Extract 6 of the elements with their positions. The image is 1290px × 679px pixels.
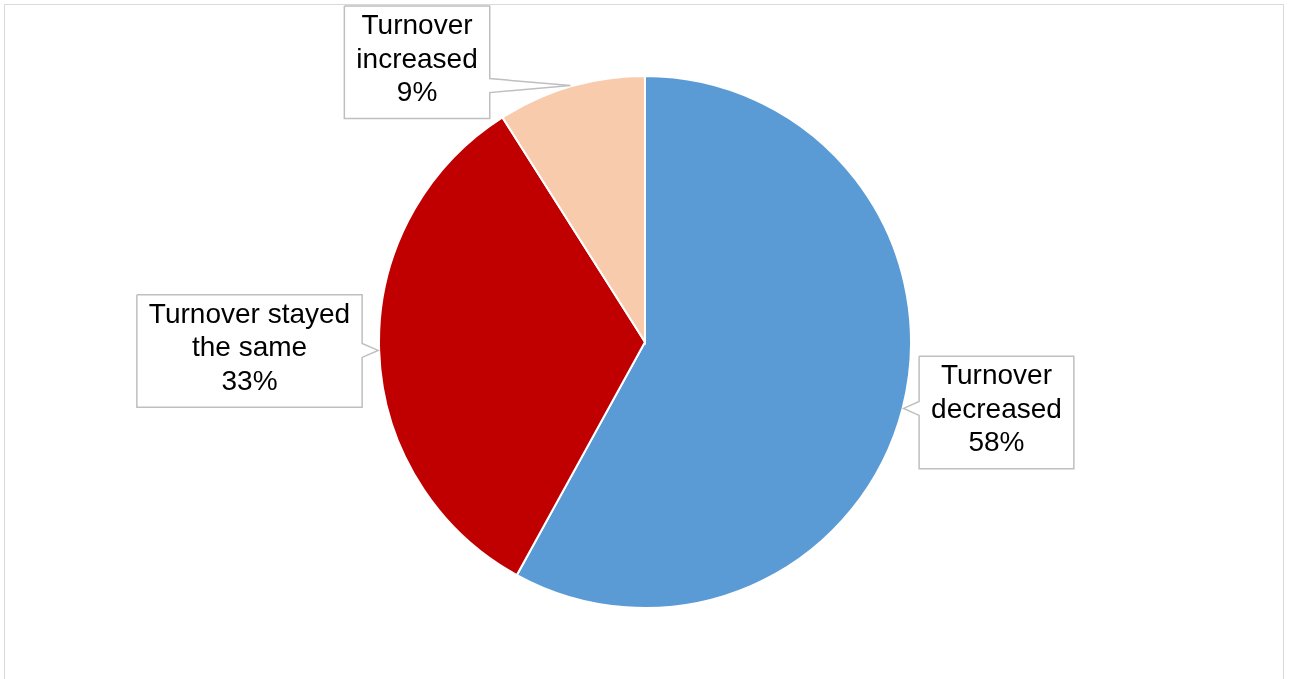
data-label: 33% xyxy=(221,364,278,396)
data-label: 9% xyxy=(396,76,438,107)
data-label: 58% xyxy=(968,426,1025,458)
slice-label: Turnover decreased xyxy=(931,359,1062,424)
slice-label: Turnover stayed the same xyxy=(148,297,351,363)
slice-label: Turnover increased xyxy=(356,9,478,74)
